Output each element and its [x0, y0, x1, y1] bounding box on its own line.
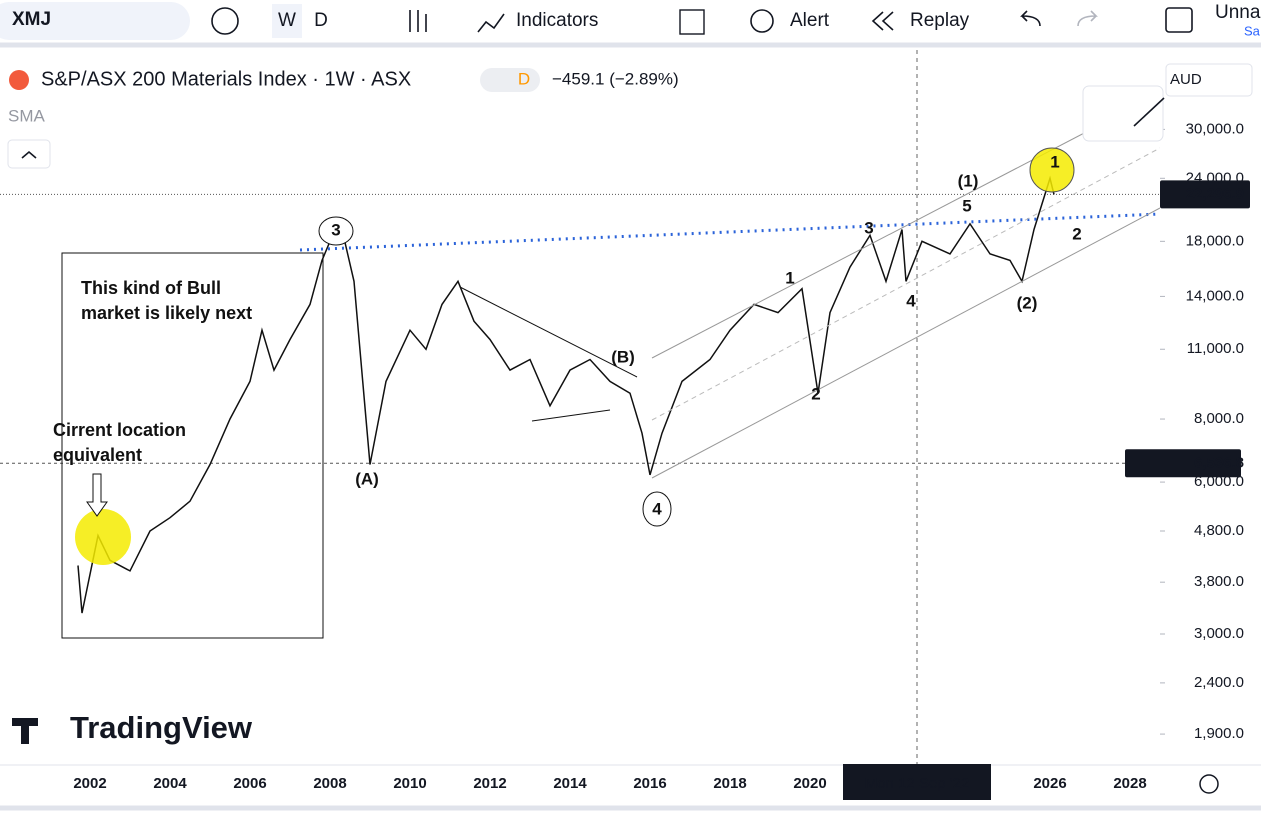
x-tick-label: 2014	[553, 775, 587, 792]
triangle-bottom	[531, 409, 611, 422]
price-tag-label: 22,296.9	[1186, 185, 1244, 202]
channel-top	[651, 129, 1091, 359]
wave-label: 3	[864, 218, 873, 237]
x-tick-label: 2004	[153, 775, 187, 792]
collapse-icon[interactable]	[21, 150, 37, 159]
wave-label: (B)	[611, 347, 635, 366]
drawing-toolbar[interactable]	[1082, 85, 1164, 142]
layouts-icon[interactable]	[679, 9, 705, 35]
replay[interactable]: Replay	[910, 10, 970, 31]
price-axis	[1160, 48, 1261, 765]
wave-label: (2)	[1017, 293, 1038, 312]
y-tick-label: 18,000.0	[1186, 232, 1244, 249]
wave-label: 2	[811, 384, 820, 403]
x-tick-label: 2018	[713, 775, 746, 792]
chart-type-icon[interactable]	[409, 10, 427, 32]
crosshair-date-box	[843, 764, 991, 800]
wave-marker	[1029, 147, 1075, 193]
x-tick-label: 2012	[473, 775, 506, 792]
alert[interactable]: Alert	[790, 10, 830, 31]
y-tick-label: 14,000.0	[1186, 287, 1244, 304]
wave-label: 1	[785, 268, 794, 287]
y-tick-label: 4,800.0	[1194, 522, 1244, 539]
badge-box	[480, 68, 540, 92]
x-tick-label: 2002	[73, 775, 106, 792]
x-tick-label: 2026	[1033, 775, 1066, 792]
channel-bottom	[651, 207, 1161, 479]
y-tick-label: 1,900.0	[1194, 725, 1244, 742]
settings[interactable]	[1199, 774, 1219, 794]
price-line-series	[77, 175, 1055, 614]
interval-box[interactable]	[272, 4, 302, 38]
annotation: equivalent	[53, 445, 142, 465]
wave-label: 5	[962, 196, 971, 215]
symbol[interactable]: XMJ	[12, 9, 51, 30]
toolbar	[0, 0, 1261, 44]
price-tag-label: 6,536.8	[1194, 454, 1244, 471]
annotation-box	[61, 252, 324, 639]
x-tick-label: 2008	[313, 775, 346, 792]
y-tick-label: 30,000.0	[1186, 120, 1244, 137]
x-tick-label: 2016	[633, 775, 666, 792]
wave-circle	[642, 491, 672, 527]
brand: TradingView	[70, 710, 253, 745]
annotation: market is likely next	[81, 303, 252, 323]
legend-change: −459.1 (−2.89%)	[552, 69, 679, 88]
wave-label: 2	[1072, 224, 1081, 243]
x-tick-label: 2020	[793, 775, 826, 792]
sma: SMA	[8, 106, 46, 125]
triangle-top	[459, 286, 638, 378]
badge: D	[518, 69, 530, 88]
interval-w[interactable]: W	[278, 10, 296, 31]
wave-label: 3	[331, 220, 340, 239]
price-tag	[1125, 449, 1241, 478]
wave-label: 1	[1050, 152, 1059, 171]
collapse[interactable]	[7, 139, 51, 169]
layout-sub[interactable]: Sa	[1244, 23, 1261, 38]
logo	[9, 70, 29, 90]
legend-title: S&P/ASX 200 Materials Index · 1W · ASX	[41, 68, 411, 90]
annotation: Cirrent location	[53, 420, 186, 440]
replay-icon[interactable]	[871, 11, 894, 31]
price-tag	[1160, 180, 1250, 209]
interval-d[interactable]: D	[314, 10, 328, 31]
y-tick-label: 3,800.0	[1194, 573, 1244, 590]
layout-name[interactable]: Unna	[1215, 2, 1261, 23]
currency[interactable]: AUD	[1170, 71, 1202, 88]
x-tick-label: 2006	[233, 775, 266, 792]
location-marker	[75, 509, 131, 565]
y-tick-label: 2,400.0	[1194, 674, 1244, 691]
x-tick-label: 2010	[393, 775, 426, 792]
arrow	[86, 473, 108, 517]
x-tick-label: 2028	[1113, 775, 1146, 792]
channel-mid	[651, 147, 1161, 421]
y-tick-label: 11,000.0	[1187, 340, 1244, 357]
indicators[interactable]: Indicators	[516, 10, 598, 31]
undo[interactable]	[1020, 10, 1041, 27]
annotation: This kind of Bull	[81, 278, 221, 298]
y-tick-label: 3,000.0	[1194, 625, 1244, 642]
indicators-icon[interactable]	[477, 13, 505, 33]
wave-label: 4	[906, 291, 916, 310]
redo[interactable]	[1077, 10, 1098, 27]
y-tick-label: 8,000.0	[1194, 410, 1244, 427]
add-symbol[interactable]	[211, 7, 239, 35]
wave-label: (1)	[958, 171, 979, 190]
crosshair-date: Mon 12 Sep '22	[865, 775, 970, 792]
wave-circle	[318, 216, 354, 246]
layout-icon[interactable]	[1165, 7, 1193, 33]
alert-icon[interactable]	[750, 9, 774, 33]
brand-logo	[12, 718, 38, 744]
symbol-box[interactable]	[0, 2, 190, 40]
trend-tool[interactable]	[1133, 97, 1165, 127]
wave-label: (A)	[355, 469, 379, 488]
wave-label: 4	[652, 499, 662, 518]
currency-box[interactable]	[1165, 63, 1253, 97]
